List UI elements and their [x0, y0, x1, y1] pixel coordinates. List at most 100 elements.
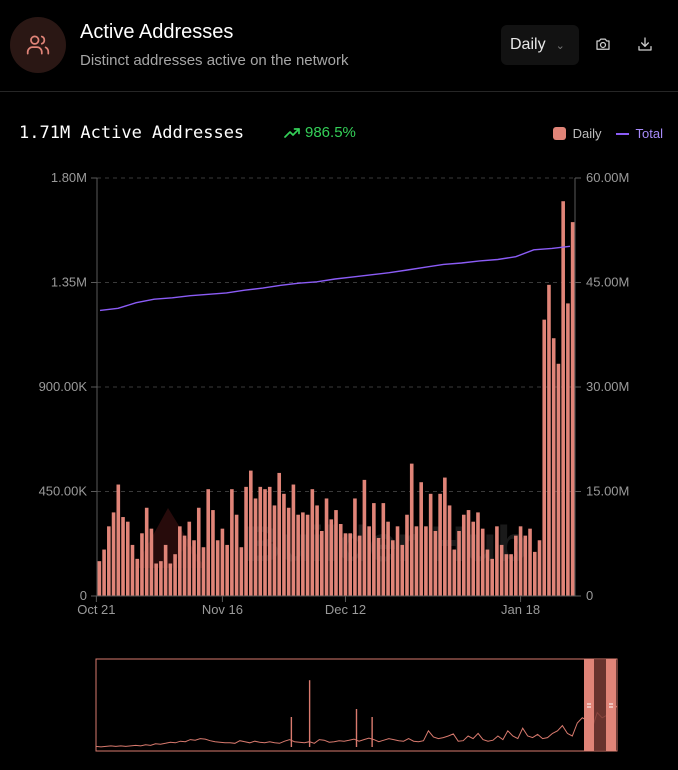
bar: [206, 489, 211, 596]
camera-icon[interactable]: [592, 33, 614, 55]
bar: [523, 535, 528, 596]
bar: [329, 519, 334, 596]
range-navigator[interactable]: [95, 658, 618, 752]
bar: [457, 530, 461, 596]
bar: [518, 526, 523, 596]
bar: [178, 526, 182, 596]
bar: [353, 498, 357, 596]
bar: [239, 547, 244, 596]
bar: [272, 505, 277, 596]
bar: [471, 521, 476, 596]
bar: [485, 549, 490, 596]
bar: [362, 479, 367, 596]
bar: [192, 540, 196, 596]
bar: [566, 303, 570, 596]
bar: [556, 363, 561, 596]
bar: [215, 540, 220, 596]
bar: [116, 484, 121, 596]
bar: [296, 514, 300, 596]
bar: [357, 535, 362, 596]
bar: [532, 551, 537, 596]
x-tick-label: Jan 18: [501, 602, 540, 617]
bar: [424, 526, 428, 596]
bar: [230, 489, 234, 596]
bar: [277, 472, 282, 596]
bar: [537, 540, 542, 596]
change-percent: 986.5%: [305, 124, 356, 141]
bar: [509, 554, 513, 596]
x-tick-label: Nov 16: [202, 602, 243, 617]
x-tick-label: Oct 21: [77, 602, 115, 617]
bar: [490, 558, 494, 596]
bar: [310, 489, 315, 596]
bar: [125, 521, 130, 596]
chart-header: Active Addresses Distinct addresses acti…: [0, 0, 678, 92]
bar: [320, 530, 324, 596]
watermark-text: Builder Hub: [244, 516, 527, 572]
chevron-down-icon: ⌄: [555, 39, 565, 52]
bar: [348, 533, 352, 596]
y-left-tick-label: 900.00K: [39, 379, 88, 394]
bar: [144, 507, 149, 596]
bar: [97, 561, 102, 596]
bar: [196, 507, 201, 596]
bar: [234, 514, 239, 596]
bar: [211, 510, 215, 596]
bar: [542, 319, 547, 596]
bar: [111, 512, 116, 596]
bar: [419, 482, 423, 596]
y-right-tick-label: 60.00M: [586, 170, 629, 185]
bar: [305, 514, 310, 596]
bar: [315, 505, 319, 596]
bar: [438, 493, 442, 596]
legend-total-label: Total: [635, 126, 663, 141]
change-indicator: 986.5%: [284, 124, 356, 141]
chart-legend: Daily Total: [552, 126, 663, 141]
bar: [367, 526, 371, 596]
navigator-handle-left: [584, 659, 594, 751]
bar: [220, 528, 225, 596]
x-tick-label: Dec 12: [325, 602, 366, 617]
bar: [461, 514, 466, 596]
bar: [551, 338, 556, 596]
bar: [102, 549, 106, 596]
bar: [130, 544, 135, 596]
total-line: [99, 245, 571, 312]
navigator-series: [95, 701, 618, 752]
bar: [480, 528, 485, 596]
bar: [225, 544, 229, 596]
bar: [324, 498, 329, 596]
bar: [149, 528, 154, 596]
navigator-handle-right: [606, 659, 616, 751]
y-right-tick-label: 15.00M: [586, 484, 629, 499]
bar: [386, 521, 390, 596]
bar: [476, 512, 480, 596]
bar: [561, 201, 565, 596]
download-icon[interactable]: [634, 33, 656, 55]
bar: [163, 544, 168, 596]
bar: [381, 503, 386, 596]
bar: [452, 549, 457, 596]
bar: [528, 528, 532, 596]
bar: [400, 544, 405, 596]
y-left-tick-label: 0: [80, 588, 87, 603]
y-right-tick-label: 45.00M: [586, 275, 629, 290]
period-select[interactable]: Daily ⌄: [501, 25, 579, 65]
bar: [514, 535, 518, 596]
bar: [282, 493, 286, 596]
bar: [343, 533, 348, 596]
bar: [447, 505, 452, 596]
bar: [405, 514, 409, 596]
y-left-tick-label: 1.35M: [51, 275, 87, 290]
main-chart[interactable]: Builder Hub 0 0 450.00K 15.00M 900.00K 30.00M…: [0, 140, 678, 770]
bar: [258, 486, 263, 596]
bar: [154, 563, 158, 596]
bar: [504, 554, 509, 596]
chart-subtitle: Distinct addresses active on the network: [80, 52, 349, 69]
bar: [547, 284, 551, 596]
users-icon: [10, 17, 66, 73]
bar: [286, 507, 291, 596]
y-left-tick-label: 450.00K: [39, 484, 88, 499]
y-left-tick-label: 1.80M: [51, 170, 87, 185]
bar: [338, 524, 343, 596]
